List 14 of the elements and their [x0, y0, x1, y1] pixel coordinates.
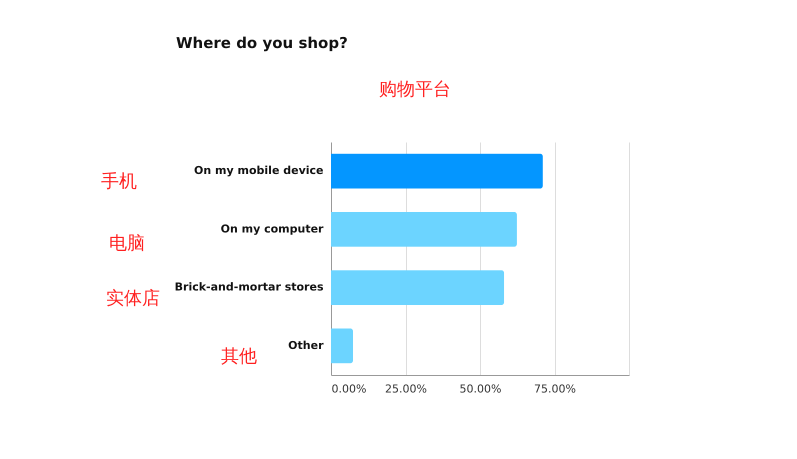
y-tick-label: Other: [288, 338, 324, 352]
text: 其他: [221, 346, 257, 367]
text: 购物平台: [379, 79, 451, 100]
y-tick-label: Brick-and-mortar stores: [174, 280, 324, 294]
x-tick-label: 25.00%: [385, 382, 427, 396]
text: 电脑: [109, 233, 145, 254]
text: 实体店: [106, 288, 160, 309]
x-tick-label: 50.00%: [460, 382, 502, 396]
text: 手机: [101, 171, 137, 192]
x-tick-label: 0.00%: [332, 382, 366, 396]
y-tick-label: On my computer: [220, 222, 324, 236]
y-tick-label: On my mobile device: [194, 164, 324, 178]
x-tick-label: 75.00%: [534, 382, 576, 396]
chart-title: Where do you shop?: [176, 34, 348, 52]
